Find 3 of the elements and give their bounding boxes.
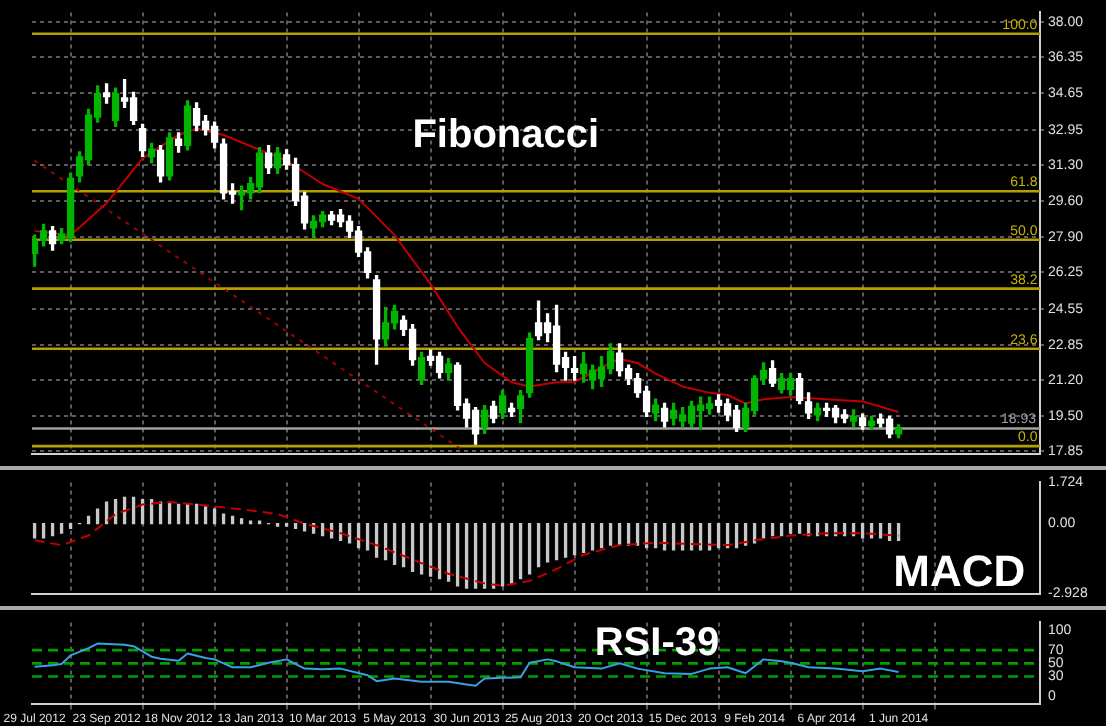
line-series	[33, 501, 900, 587]
text: MACD	[893, 545, 1026, 596]
text: Fibonacci	[412, 112, 600, 157]
